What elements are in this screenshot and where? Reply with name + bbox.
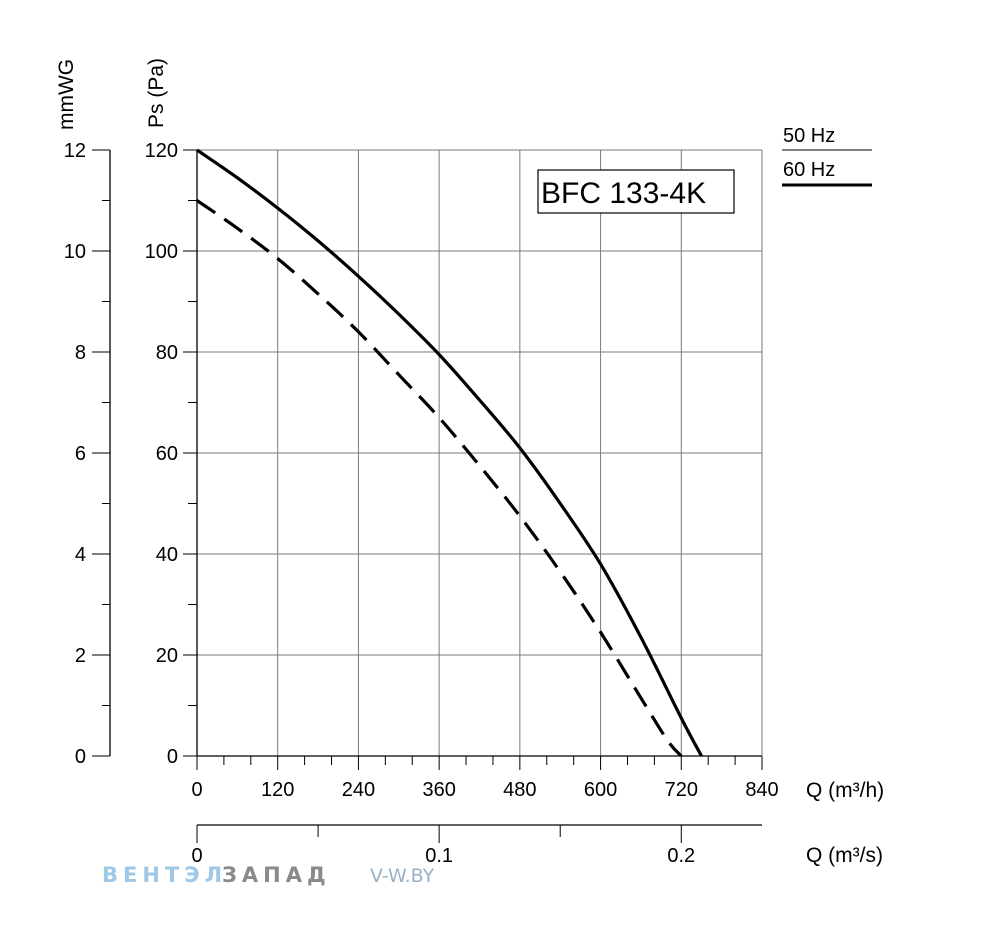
y2-tick-label-6: 6 xyxy=(75,443,86,465)
y-tick-label-20: 20 xyxy=(156,645,178,667)
y-tick-label-0: 0 xyxy=(167,746,178,768)
y2-tick-label-10: 10 xyxy=(64,241,86,263)
x2-tick-label-0: 0 xyxy=(191,845,202,867)
model-label-box xyxy=(537,169,735,214)
grid xyxy=(197,149,763,756)
y-tick-label-100: 100 xyxy=(145,241,178,263)
watermark-url: V-W.BY xyxy=(370,865,435,887)
chart-title: BFC 133-4K xyxy=(541,177,706,210)
y2-axis-title: mmWG xyxy=(55,59,78,130)
model-label: BFC 133-4K xyxy=(537,169,735,214)
watermark-brand-part2: ЗАПАД xyxy=(222,863,331,887)
legend: 50 Hz 60 Hz xyxy=(782,125,872,187)
watermark-brand-part1: ВЕНТЭЛ xyxy=(102,863,227,887)
x-tick-label-240: 240 xyxy=(342,779,375,801)
x-tick-label-720: 720 xyxy=(665,779,698,801)
curves xyxy=(196,148,703,758)
y2-tick-label-8: 8 xyxy=(75,342,86,364)
y-tick-label-40: 40 xyxy=(156,544,178,566)
x-tick-label-840: 840 xyxy=(745,779,778,801)
legend-label-60hz: 60 Hz xyxy=(783,159,835,181)
x-tick-label-360: 360 xyxy=(422,779,455,801)
x2-tick-label-0.1: 0.1 xyxy=(425,845,453,867)
x2-axis-title: Q (m³/s) xyxy=(806,844,883,867)
x-tick-label-600: 600 xyxy=(584,779,617,801)
x2-tick-label-0.2: 0.2 xyxy=(667,845,695,867)
y-tick-label-80: 80 xyxy=(156,342,178,364)
x-tick-label-480: 480 xyxy=(503,779,536,801)
y2-tick-label-4: 4 xyxy=(75,544,86,566)
y2-tick-label-0: 0 xyxy=(75,746,86,768)
y-axis-title: Ps (Pa) xyxy=(145,58,168,128)
legend-label-50hz: 50 Hz xyxy=(783,125,835,147)
axes xyxy=(92,149,763,843)
labels: 0 120 240 360 480 600 720 840020406080100120024… xyxy=(64,140,779,867)
y-tick-label-60: 60 xyxy=(156,443,178,465)
watermark: ВЕНТЭЛ ЗАПАД V-W.BY xyxy=(102,863,435,887)
series-line-50-hz xyxy=(196,199,683,758)
y2-tick-label-12: 12 xyxy=(64,140,86,162)
series-line-60-hz xyxy=(196,148,703,757)
y-tick-label-120: 120 xyxy=(145,140,178,162)
y2-tick-label-2: 2 xyxy=(75,645,86,667)
x-tick-label-120: 120 xyxy=(261,779,294,801)
x-tick-label-0: 0 xyxy=(191,779,202,801)
x-axis-title: Q (m³/h) xyxy=(806,779,884,802)
